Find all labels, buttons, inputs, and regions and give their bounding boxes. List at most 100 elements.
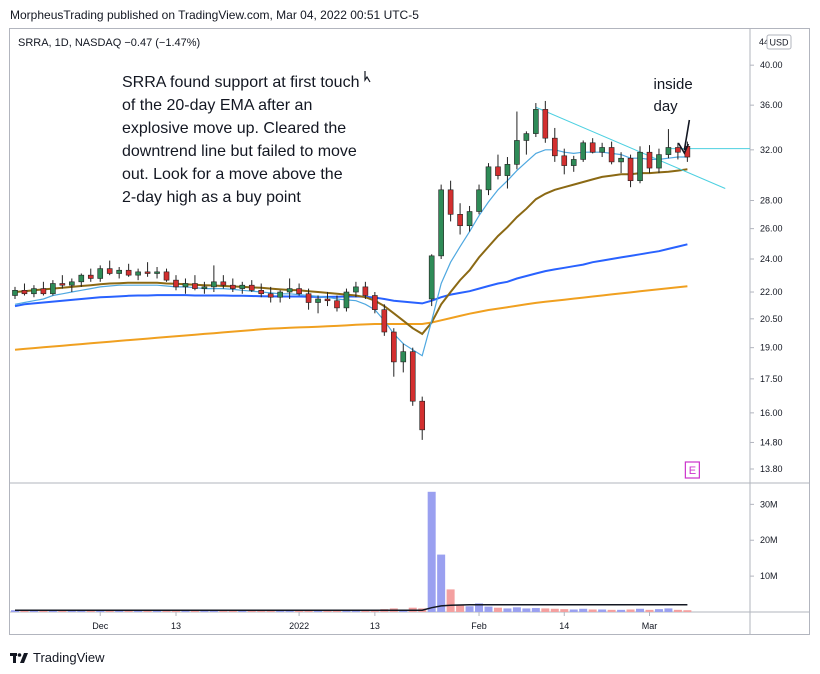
annotation-line: downtrend line but failed to move [122,143,357,160]
x-tick-label: Feb [471,621,487,631]
candle-body [50,283,56,295]
candle-body [580,142,587,160]
volume-bar [569,609,578,612]
volume-bar [465,606,474,612]
volume-tick-label: 10M [760,571,778,581]
candle-body [69,281,75,286]
volume-bar [77,610,86,612]
candle-body [21,290,28,295]
volume-bar [351,610,360,612]
candle-body [305,293,312,303]
volume-bar [219,610,228,612]
annotation-line: SRRA found support at first touch [122,74,359,91]
candle-body [428,255,435,300]
volume-bar [522,608,531,612]
candle-body [381,309,388,333]
y-tick-label: 22.00 [760,287,783,297]
candle-body [390,331,397,363]
candle-body [362,286,369,296]
candle-body [438,189,444,257]
volume-bar [475,603,484,612]
volume-bar [342,610,351,612]
candle-body [286,288,293,293]
candle-body [637,151,643,182]
volume-bar [484,606,493,612]
candle-body [201,286,208,289]
y-tick-label: 13.80 [760,464,783,474]
currency-badge-box [766,34,792,50]
candle-body [343,291,350,309]
volume-bar [181,610,190,612]
candle-body [258,290,265,295]
candle-body [40,288,47,295]
candle-body [296,288,302,295]
ema20-line [14,168,688,336]
volume-bar [295,610,304,612]
ema200-line [14,285,688,351]
candle-body [59,283,66,286]
volume-bar [276,610,285,612]
y-tick-label: 36.00 [760,100,783,110]
candle-body [466,211,473,227]
candle-body [495,166,501,176]
volume-bar [550,608,559,612]
volume-bar [171,610,180,612]
publish-header: MorpheusTrading published on TradingView… [10,8,419,22]
volume-bar [247,610,256,612]
candle-body [542,109,549,139]
candle-body [277,291,283,298]
volume-bar [304,610,313,612]
volume-bar [437,554,446,612]
candle-body [154,271,160,274]
candle-body [476,189,482,212]
volume-bar [190,610,199,612]
ema10-line [14,149,688,357]
callout-line: day [653,98,678,115]
volume-bar [683,610,692,612]
candle-body [125,269,132,276]
volume-bar [105,610,114,612]
volume-bar [285,610,294,612]
candle-body [192,283,198,289]
candle-body [627,157,634,182]
candle-body [523,133,530,141]
volume-bar [86,610,95,612]
candle-body [514,140,520,165]
ema50-line [14,243,688,308]
chart-frame [9,28,810,635]
volume-bar [645,609,654,612]
candle-body [447,189,454,215]
candle-body [533,109,539,134]
candle-body [675,147,681,153]
y-tick-label: 14.80 [760,437,783,447]
candle-body [400,351,407,363]
candle-body [646,151,653,169]
candle-body [570,159,577,166]
candle-body [106,268,113,274]
x-tick-label: Dec [92,621,109,631]
currency-badge: USD [769,38,789,48]
volume-bar [29,610,38,612]
volume-bar [11,610,19,612]
volume-bar [238,610,247,612]
volume-bar [323,610,332,612]
volume-bar [503,608,512,612]
candle-body [334,300,340,309]
candle-body [97,268,104,279]
candle-body [561,155,568,166]
candle-body [135,271,141,276]
annotation-line: 2-day high as a buy point [122,189,301,206]
candle-body [163,271,170,281]
candle-body [230,284,236,289]
volume-bar [626,609,635,612]
candle-body [248,284,255,291]
symbol-info: SRRA, 1D, NASDAQ −0.47 (−1.47%) [18,37,200,49]
candle-body [220,281,227,286]
volume-bar [579,608,588,612]
volume-bar [58,610,67,612]
volume-bar [200,610,209,612]
candle-body [182,283,189,288]
footer-brand: TradingView [33,650,105,665]
volume-bar [115,610,124,612]
